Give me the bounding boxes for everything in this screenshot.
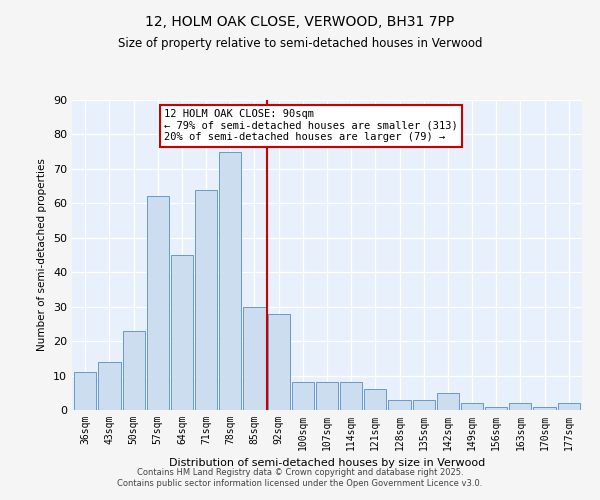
Bar: [557, 403, 580, 410]
Bar: [533, 406, 556, 410]
Bar: [171, 255, 193, 410]
Bar: [268, 314, 290, 410]
Bar: [340, 382, 362, 410]
Bar: [316, 382, 338, 410]
Bar: [122, 331, 145, 410]
Bar: [146, 196, 169, 410]
Text: Contains HM Land Registry data © Crown copyright and database right 2025.
Contai: Contains HM Land Registry data © Crown c…: [118, 468, 482, 487]
Bar: [364, 390, 386, 410]
Bar: [461, 403, 483, 410]
Bar: [98, 362, 121, 410]
Bar: [74, 372, 97, 410]
Bar: [292, 382, 314, 410]
Y-axis label: Number of semi-detached properties: Number of semi-detached properties: [37, 158, 47, 352]
Text: Size of property relative to semi-detached houses in Verwood: Size of property relative to semi-detach…: [118, 38, 482, 51]
Bar: [413, 400, 435, 410]
Bar: [219, 152, 241, 410]
Bar: [509, 403, 532, 410]
Bar: [437, 393, 459, 410]
Bar: [485, 406, 508, 410]
Bar: [195, 190, 217, 410]
Bar: [388, 400, 410, 410]
Bar: [244, 306, 266, 410]
Text: 12, HOLM OAK CLOSE, VERWOOD, BH31 7PP: 12, HOLM OAK CLOSE, VERWOOD, BH31 7PP: [145, 15, 455, 29]
Text: 12 HOLM OAK CLOSE: 90sqm
← 79% of semi-detached houses are smaller (313)
20% of : 12 HOLM OAK CLOSE: 90sqm ← 79% of semi-d…: [164, 110, 458, 142]
X-axis label: Distribution of semi-detached houses by size in Verwood: Distribution of semi-detached houses by …: [169, 458, 485, 468]
